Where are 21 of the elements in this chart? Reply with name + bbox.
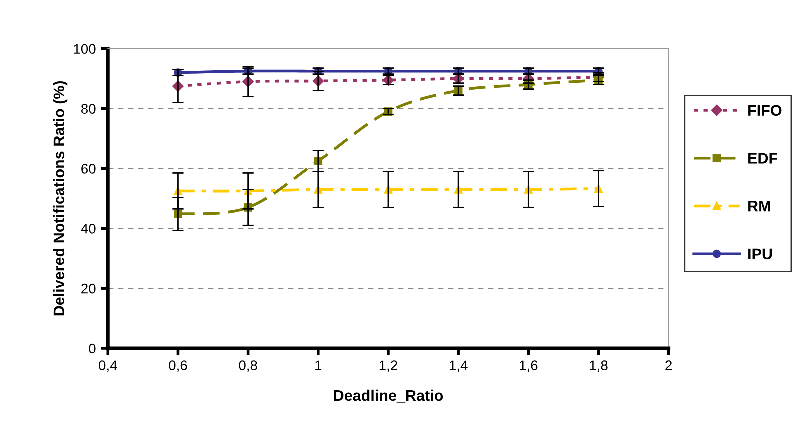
x-tick-label: 1 — [316, 360, 322, 370]
x-tick-label: 1,6 — [520, 360, 538, 372]
x-axis-title: Deadline_Ratio — [334, 390, 444, 403]
x-tick-label: 0,6 — [169, 360, 188, 372]
y-tick-label: 0 — [89, 344, 96, 354]
x-tick-label: 1,2 — [380, 360, 398, 372]
y-axis-title: Delivered Notifications Ratio (%) — [53, 81, 68, 316]
x-tick-label: 2 — [666, 360, 672, 370]
y-tick-label: 100 — [74, 44, 96, 54]
legend-label: IPU — [748, 248, 772, 260]
y-tick-label: 20 — [82, 284, 96, 294]
x-tick-label: 0,4 — [99, 360, 118, 372]
x-tick-label: 0,8 — [239, 360, 258, 372]
x-tick-label: 1,4 — [450, 360, 468, 372]
x-tick-label: 1,8 — [590, 360, 608, 372]
legend-label: FIFO — [748, 105, 782, 116]
legend-label: RM — [748, 201, 770, 212]
y-tick-label: 60 — [82, 164, 96, 174]
y-tick-label: 80 — [81, 104, 96, 114]
legend-label: EDF — [748, 153, 778, 164]
y-tick-label: 40 — [81, 224, 96, 234]
